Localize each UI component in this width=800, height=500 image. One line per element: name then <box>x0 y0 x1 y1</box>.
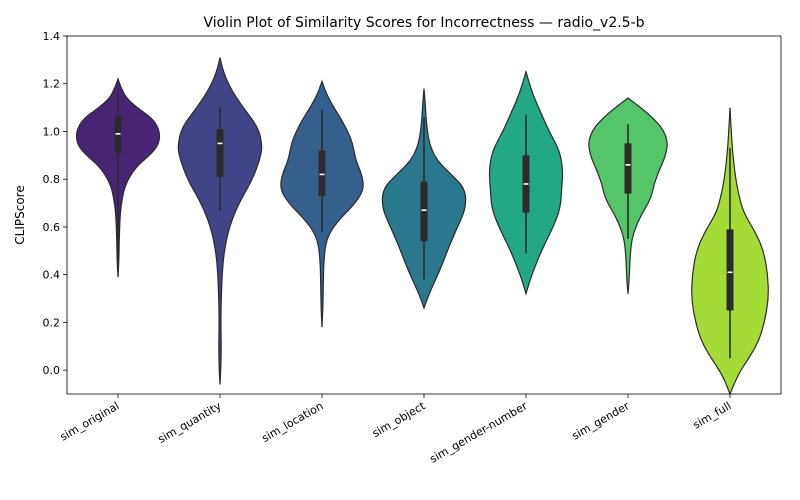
y-axis-label: CLIPScore <box>13 185 27 244</box>
y-tick-label: 1.0 <box>43 125 61 138</box>
x-tick-label: sim_original <box>58 399 122 443</box>
chart-title: Violin Plot of Similarity Scores for Inc… <box>203 15 644 31</box>
y-tick-label: 0.8 <box>43 173 61 186</box>
iqr-box-sim_original <box>114 117 122 153</box>
x-tick-label: sim_object <box>370 399 428 440</box>
y-tick-label: 0.0 <box>43 364 61 377</box>
plot-frame <box>66 35 782 395</box>
y-tick-label: 0.6 <box>43 221 61 234</box>
x-tick-label: sim_location <box>260 399 326 445</box>
y-tick-label: 0.2 <box>43 316 61 329</box>
y-tick-label: 1.2 <box>43 78 61 91</box>
iqr-box-sim_gender <box>624 143 632 194</box>
y-tick-label: 1.4 <box>43 30 61 43</box>
iqr-box-sim_object <box>420 181 428 242</box>
violin-sim_quantity <box>177 57 263 385</box>
x-tick-label: sim_gender <box>570 399 632 442</box>
x-tick-label: sim_gender-number <box>428 399 530 466</box>
x-axis: sim_original sim_quantity sim_location sim_… <box>58 394 734 466</box>
x-tick-label: sim_quantity <box>156 399 224 446</box>
plot-area <box>75 57 769 396</box>
y-tick-label: 0.4 <box>43 269 61 282</box>
iqr-box-sim_quantity <box>216 129 224 177</box>
iqr-box-sim_location <box>318 150 326 196</box>
x-tick-label: sim_full <box>691 399 734 431</box>
iqr-box-sim_full <box>726 229 734 311</box>
y-axis: 0.0 0.2 0.4 0.6 0.8 1.0 1.2 1.4 <box>43 30 67 377</box>
